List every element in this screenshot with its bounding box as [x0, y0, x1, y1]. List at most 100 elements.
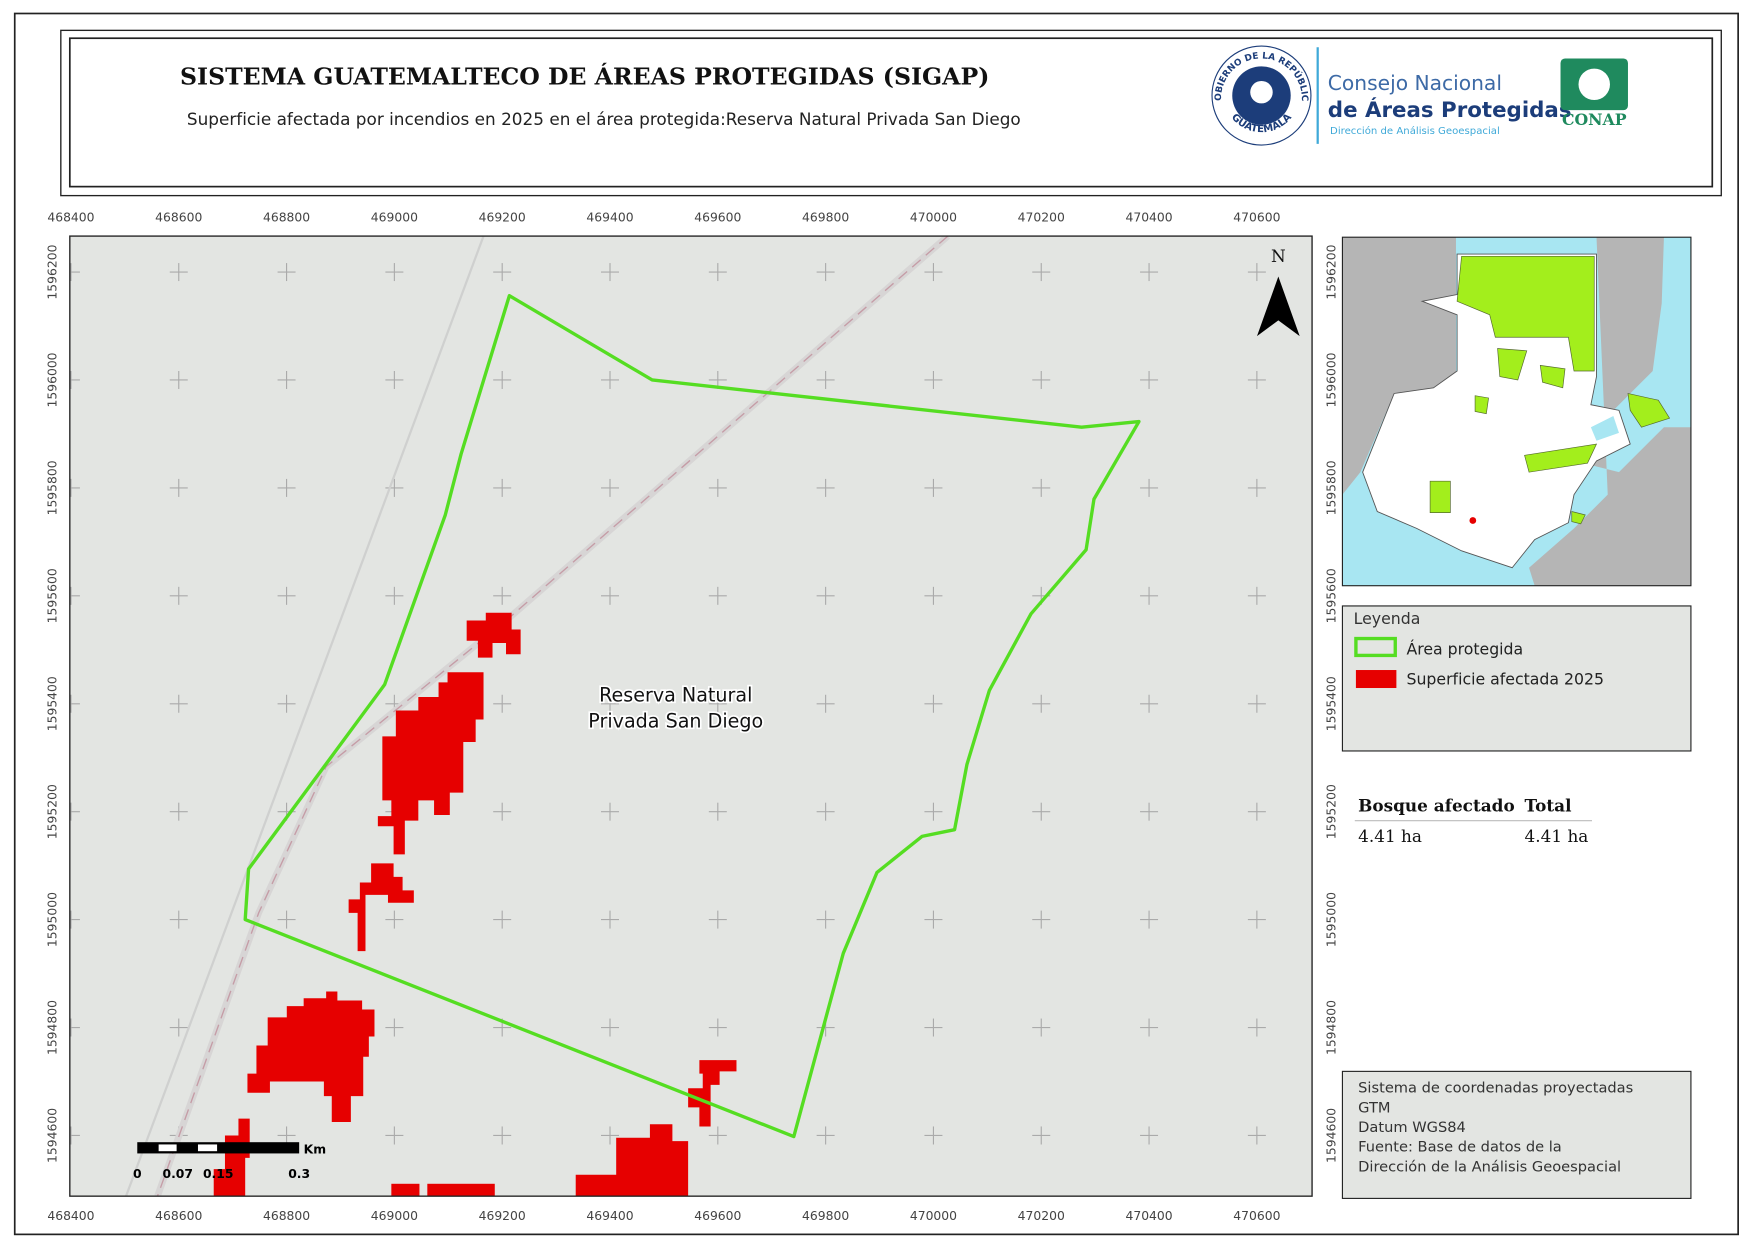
road: [124, 236, 485, 1197]
grid-cross: [601, 694, 619, 713]
grid-cross: [69, 478, 80, 497]
grid-cross: [1247, 1018, 1266, 1037]
grid-cross: [1140, 1018, 1159, 1037]
table-cell: 4.41 ha: [1525, 826, 1589, 846]
legend-box: [1341, 605, 1692, 752]
grid-cross: [708, 910, 727, 929]
scale-bar-segment: [197, 1144, 218, 1152]
grid-cross: [816, 802, 835, 821]
y-tick-label: 1595200: [45, 784, 59, 839]
info-line: GTM: [1358, 1099, 1390, 1116]
y-tick-label: 1594800: [1325, 1000, 1339, 1055]
inset-protected-areas: [1429, 255, 1671, 525]
conap-icon-figure: [1578, 68, 1610, 101]
grid-cross: [69, 910, 80, 929]
y-tick-label: 1594600: [45, 1108, 59, 1163]
grid-cross: [1247, 802, 1266, 821]
burned-areas: [213, 612, 737, 1197]
info-line: Dirección de la Análisis Geoespacial: [1358, 1158, 1621, 1175]
grid-cross: [816, 1126, 835, 1145]
grid-cross: [69, 802, 80, 821]
grid-cross: [708, 694, 727, 713]
grid-cross: [924, 478, 943, 497]
grid-cross: [385, 478, 404, 497]
grid-cross: [816, 478, 835, 497]
grid-cross: [708, 586, 727, 605]
grid-cross: [493, 370, 512, 389]
x-tick-label: 468800: [263, 1209, 310, 1223]
grid-cross: [69, 1018, 80, 1037]
burned-area: [688, 1060, 737, 1127]
x-tick-label: 470000: [910, 1209, 957, 1223]
y-tick-label: 1596000: [45, 352, 59, 407]
info-text: Sistema de coordenadas proyectadas GTM Dat…: [1358, 1080, 1633, 1176]
grid-cross: [708, 1018, 727, 1037]
grid-cross: [385, 1126, 404, 1145]
scale-label: 0.3: [288, 1167, 310, 1181]
x-tick-label: 470000: [910, 210, 957, 224]
inset-area: [1474, 395, 1489, 415]
grid-cross: [1140, 586, 1159, 605]
grid-cross: [1032, 370, 1051, 389]
grid-cross: [493, 263, 512, 282]
grid-cross: [385, 370, 404, 389]
grid-cross: [816, 910, 835, 929]
grid-cross: [169, 586, 188, 605]
y-tick-label: 1596200: [1325, 244, 1339, 299]
grid-cross: [601, 1018, 619, 1037]
burned-area: [348, 863, 414, 952]
grid-cross: [1140, 1126, 1159, 1145]
grid-cross: [1032, 910, 1051, 929]
grid-cross: [601, 478, 619, 497]
scale-label: 0.07: [162, 1167, 193, 1181]
grid-cross: [169, 802, 188, 821]
x-tick-label: 468600: [155, 210, 202, 224]
scale-bar-segment: [158, 1144, 177, 1152]
grid-cross: [708, 263, 727, 282]
grid-cross: [601, 910, 619, 929]
y-tick-label: 1594600: [1325, 1108, 1339, 1163]
map-border: [69, 235, 1313, 1197]
grid-cross: [1247, 263, 1266, 282]
grid-cross: [924, 910, 943, 929]
grid-cross: [493, 910, 512, 929]
grid-cross: [924, 1126, 943, 1145]
burned-area: [247, 991, 375, 1122]
y-tick-label: 1595200: [1325, 784, 1339, 839]
grid-cross: [1140, 694, 1159, 713]
title: SISTEMA GUATEMALTECO DE ÁREAS PROTEGIDAS…: [180, 61, 989, 90]
grid-cross: [924, 694, 943, 713]
inset-border: [1341, 236, 1692, 587]
org-line3: Dirección de Análisis Geoespacial: [1330, 125, 1500, 137]
x-tick-label: 470400: [1125, 210, 1172, 224]
burned-area: [213, 1118, 250, 1197]
outer-frame: [13, 12, 1739, 1236]
grid-cross: [1247, 910, 1266, 929]
y-tick-label: 1595400: [1325, 676, 1339, 731]
grid-cross: [277, 586, 296, 605]
grid-cross: [601, 370, 619, 389]
y-tick-label: 1595000: [45, 892, 59, 947]
org-line1: Consejo Nacional: [1328, 71, 1502, 95]
x-tick-label: 468600: [155, 1209, 202, 1223]
inset-area: [1524, 443, 1598, 473]
x-tick-label: 470400: [1125, 1209, 1172, 1223]
grid-cross: [277, 910, 296, 929]
table-header: Bosque afectado: [1358, 796, 1515, 816]
grid-cross: [69, 586, 80, 605]
grid-cross: [385, 586, 404, 605]
y-tick-label: 1595800: [45, 460, 59, 515]
x-tick-label: 469200: [479, 1209, 526, 1223]
grid-cross: [69, 263, 80, 282]
grid-cross: [1140, 910, 1159, 929]
x-tick-label: 469400: [586, 210, 633, 224]
header-inner-frame: [68, 37, 1714, 188]
burned-area: [391, 1183, 420, 1197]
grid-cross: [169, 478, 188, 497]
grid-cross: [1140, 370, 1159, 389]
table-header: Total: [1525, 796, 1572, 816]
grid-cross: [1140, 478, 1159, 497]
grid-cross: [493, 1126, 512, 1145]
x-tick-label: 468800: [263, 210, 310, 224]
grid-cross: [69, 694, 80, 713]
